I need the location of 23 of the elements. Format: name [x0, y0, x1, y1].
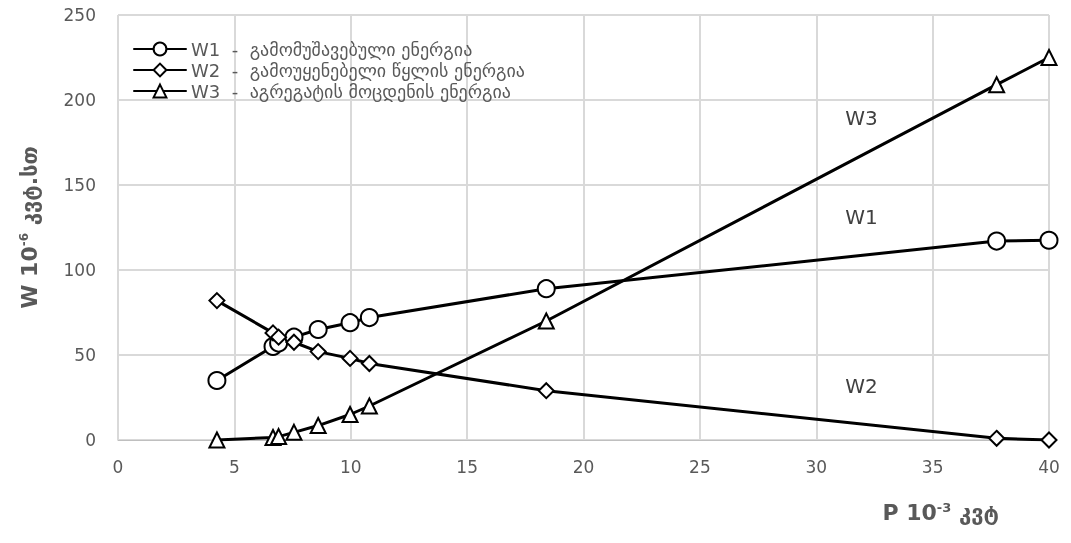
x-tick-label: 40	[1038, 456, 1060, 477]
y-tick-label: 150	[63, 175, 96, 195]
x-tick-label: 15	[456, 456, 478, 477]
x-tick-label: 20	[572, 456, 595, 477]
annotation: W2	[845, 374, 878, 399]
y-tick-label: 200	[63, 90, 96, 110]
annotation: W1	[845, 205, 878, 230]
legend-label: W2 - გამოუყენებელი წყლის ენერგია	[191, 59, 526, 81]
x-axis-title: P 10$^{-3}$ კვტ	[882, 500, 999, 526]
x-tick-label: 25	[689, 456, 711, 477]
legend-label: W1 - გამომუშავებული ენერგია	[191, 38, 473, 60]
y-tick-label: 0	[85, 430, 96, 450]
x-tick-label: 5	[228, 456, 240, 477]
y-axis-title: W 10-6 კვტ.სთ	[16, 146, 42, 309]
x-tick-label: 0	[112, 456, 124, 477]
x-tick-label: 35	[921, 456, 944, 477]
y-tick-label: 100	[63, 260, 96, 280]
x-tick-label: 10	[339, 456, 362, 477]
x-tick-label: 30	[805, 456, 828, 477]
annotation: W3	[845, 105, 878, 130]
y-tick-label: 50	[74, 345, 96, 365]
legend-label: W3 - აგრეგატის მოცდენის ენერგია	[191, 80, 511, 102]
y-tick-label: 250	[63, 5, 96, 25]
